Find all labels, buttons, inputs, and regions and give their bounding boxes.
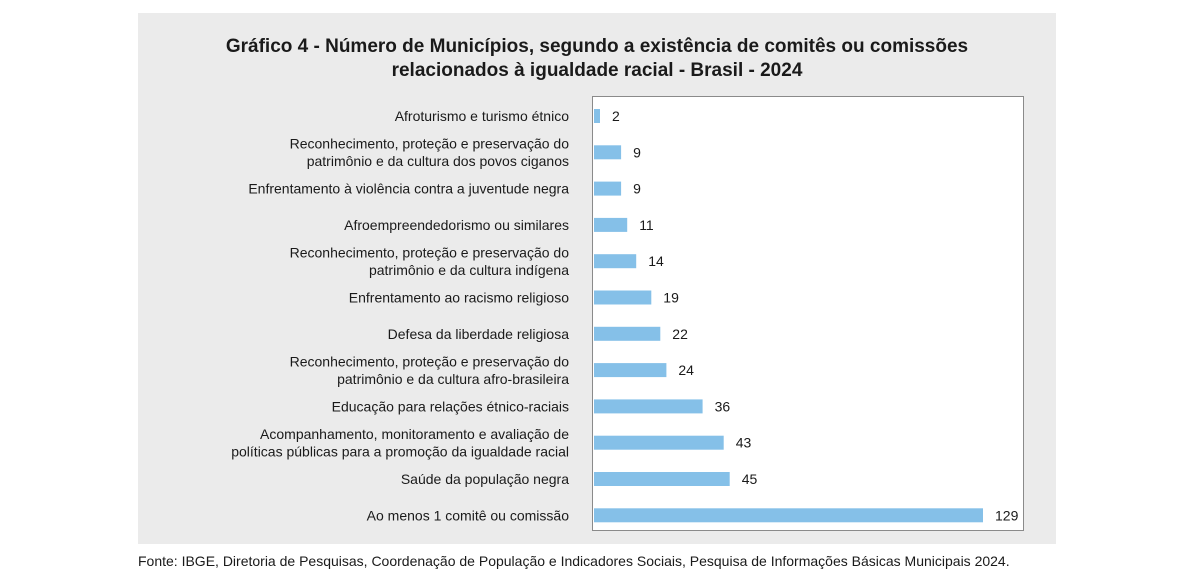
- chart-title: Gráfico 4 - Número de Municípios, segund…: [138, 35, 1056, 83]
- category-label-0: Afroturismo e turismo étnico: [395, 108, 569, 124]
- source-note: Fonte: IBGE, Diretoria de Pesquisas, Coo…: [138, 553, 1010, 569]
- category-label-7: Reconhecimento, proteção e preservação d…: [290, 353, 570, 387]
- category-label-1: Reconhecimento, proteção e preservação d…: [290, 136, 570, 170]
- value-label-6: 22: [672, 326, 688, 342]
- bar-10: [594, 472, 730, 486]
- bar-1: [594, 145, 622, 160]
- value-label-1: 9: [633, 144, 641, 160]
- value-label-3: 11: [639, 217, 654, 233]
- chart-panel: Gráfico 4 - Número de Municípios, segund…: [138, 13, 1056, 544]
- category-label-4-line-1: patrimônio e da cultura indígena: [369, 262, 569, 278]
- value-label-5: 19: [663, 290, 679, 306]
- category-label-2: Enfrentamento à violência contra a juven…: [248, 181, 569, 197]
- category-label-6: Defesa da liberdade religiosa: [388, 326, 570, 342]
- category-label-1-line-1: patrimônio e da cultura dos povos cigano…: [307, 153, 569, 169]
- category-label-10: Saúde da população negra: [401, 471, 569, 487]
- value-label-4: 14: [648, 253, 664, 269]
- category-label-7-line-0: Reconhecimento, proteção e preservação d…: [290, 353, 570, 369]
- value-label-0: 2: [612, 108, 620, 124]
- value-label-2: 9: [633, 181, 641, 197]
- bar-11: [594, 508, 983, 523]
- category-label-11: Ao menos 1 comitê ou comissão: [367, 507, 570, 523]
- bar-8: [594, 399, 703, 414]
- value-label-8: 36: [715, 398, 731, 414]
- bar-6: [594, 326, 661, 341]
- category-label-9-line-1: políticas públicas para a promoção da ig…: [231, 443, 569, 459]
- bar-0: [594, 109, 600, 123]
- bar-7: [594, 363, 667, 378]
- category-label-9-line-0: Acompanhamento, monitoramento e avaliaçã…: [260, 426, 569, 442]
- category-label-4-line-0: Reconhecimento, proteção e preservação d…: [290, 244, 570, 260]
- bar-4: [594, 254, 637, 269]
- category-label-5-line-0: Enfrentamento ao racismo religioso: [349, 290, 569, 306]
- plot-area: [592, 96, 1024, 531]
- category-label-1-line-0: Reconhecimento, proteção e preservação d…: [290, 136, 570, 152]
- category-label-9: Acompanhamento, monitoramento e avaliaçã…: [231, 426, 569, 460]
- category-label-3-line-0: Afroempreendedorismo ou similares: [344, 217, 569, 233]
- category-label-5: Enfrentamento ao racismo religioso: [349, 290, 569, 306]
- value-label-9: 43: [736, 435, 752, 451]
- bar-5: [594, 290, 652, 305]
- bar-9: [594, 435, 724, 450]
- category-label-11-line-0: Ao menos 1 comitê ou comissão: [367, 507, 570, 523]
- category-label-8-line-0: Educação para relações étnico-raciais: [332, 398, 569, 414]
- bar-2: [594, 181, 622, 196]
- value-label-10: 45: [742, 471, 758, 487]
- category-label-7-line-1: patrimônio e da cultura afro-brasileira: [337, 371, 569, 387]
- category-label-0-line-0: Afroturismo e turismo étnico: [395, 108, 569, 124]
- chart-title-line-2: relacionados à igualdade racial - Brasil…: [391, 60, 803, 81]
- category-label-10-line-0: Saúde da população negra: [401, 471, 569, 487]
- value-label-11: 129: [995, 507, 1019, 523]
- chart-title-line-1: Gráfico 4 - Número de Municípios, segund…: [225, 36, 969, 57]
- category-label-3: Afroempreendedorismo ou similares: [344, 217, 569, 233]
- category-label-8: Educação para relações étnico-raciais: [332, 398, 569, 414]
- category-label-6-line-0: Defesa da liberdade religiosa: [388, 326, 570, 342]
- bar-3: [594, 217, 628, 232]
- category-label-2-line-0: Enfrentamento à violência contra a juven…: [248, 181, 569, 197]
- category-label-4: Reconhecimento, proteção e preservação d…: [290, 244, 570, 278]
- value-label-7: 24: [678, 362, 694, 378]
